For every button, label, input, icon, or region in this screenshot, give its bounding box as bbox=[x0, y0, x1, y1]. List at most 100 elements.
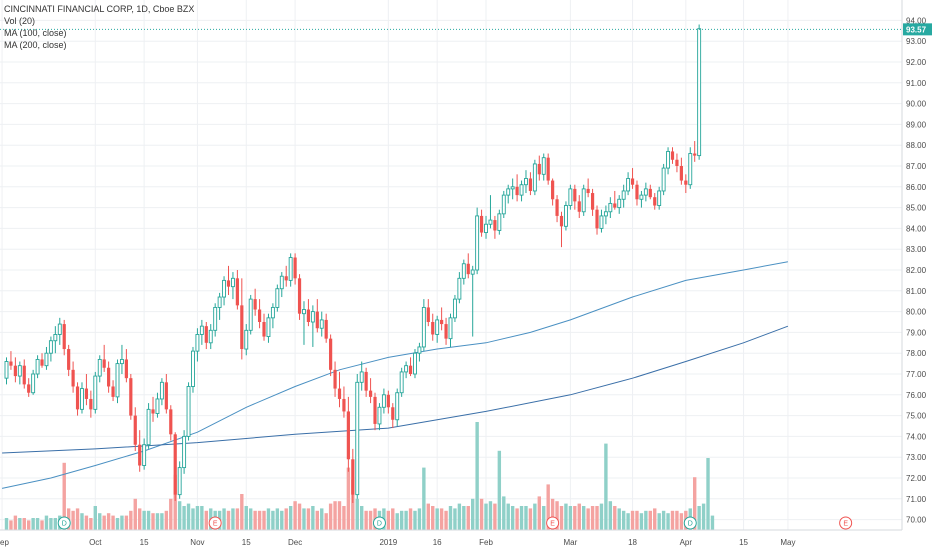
x-tick-label: May bbox=[780, 538, 795, 547]
volume-bar bbox=[173, 474, 177, 530]
volume-bar bbox=[53, 518, 58, 530]
candle-body bbox=[577, 201, 581, 212]
x-tick-label: ep bbox=[0, 538, 9, 547]
volume-bar bbox=[550, 498, 555, 530]
volume-bar bbox=[506, 503, 510, 530]
candle-body bbox=[337, 388, 342, 399]
candle-body bbox=[44, 352, 49, 367]
volume-bar bbox=[98, 513, 102, 530]
candle-body bbox=[22, 365, 26, 385]
candle-body bbox=[630, 178, 635, 185]
candle-body bbox=[457, 277, 462, 300]
candle-body bbox=[186, 386, 191, 437]
volume-bar bbox=[639, 513, 644, 530]
candle-body bbox=[115, 363, 120, 398]
candle-body bbox=[448, 317, 453, 340]
y-tick-label: 81.00 bbox=[906, 287, 927, 296]
volume-bar bbox=[257, 510, 262, 530]
volume-bar bbox=[93, 506, 97, 530]
legend-volume[interactable]: Vol (20) bbox=[4, 16, 36, 26]
candlesticks bbox=[4, 24, 702, 503]
candle-body bbox=[235, 278, 239, 306]
volume-bar bbox=[124, 515, 129, 530]
volume-bar bbox=[293, 501, 297, 530]
legend-ma100[interactable]: MA (100, close) bbox=[4, 28, 67, 38]
candle-body bbox=[230, 277, 235, 288]
y-tick-label: 85.00 bbox=[906, 204, 927, 213]
candle-body bbox=[266, 317, 271, 338]
candle-body bbox=[697, 28, 702, 157]
volume-bar bbox=[288, 506, 293, 530]
volume-bar bbox=[546, 484, 550, 530]
candle-body bbox=[364, 371, 368, 391]
candle-body bbox=[346, 411, 350, 460]
candle-body bbox=[48, 340, 53, 354]
candle-body bbox=[182, 435, 187, 469]
y-tick-label: 73.00 bbox=[906, 453, 927, 462]
y-tick-label: 79.00 bbox=[906, 328, 927, 337]
candle-body bbox=[342, 398, 346, 412]
volume-bar bbox=[515, 508, 519, 530]
candle-body bbox=[466, 263, 470, 275]
candle-body bbox=[284, 276, 288, 281]
volume-bar bbox=[75, 508, 80, 530]
volume-bar bbox=[280, 510, 284, 530]
volume-bar bbox=[457, 503, 462, 530]
candle-body bbox=[107, 367, 111, 387]
candle-body bbox=[395, 392, 400, 421]
candle-body bbox=[408, 365, 413, 374]
legend-ma200[interactable]: MA (200, close) bbox=[4, 40, 67, 50]
candle-body bbox=[586, 188, 590, 194]
candle-body bbox=[404, 365, 409, 373]
volume-bar bbox=[710, 515, 715, 530]
price-axis[interactable]: 70.00 71.00 72.00 73.00 74.00 75.00 76.00 77.00… bbox=[901, 0, 932, 530]
volume-bar bbox=[648, 510, 652, 530]
candle-body bbox=[302, 309, 306, 315]
candle-body bbox=[262, 322, 266, 337]
volume-bar bbox=[577, 503, 581, 530]
volume-bar bbox=[226, 510, 231, 530]
ma200-line bbox=[2, 325, 789, 454]
candle-body bbox=[399, 371, 404, 394]
volume-bar bbox=[266, 508, 271, 530]
volume-bar bbox=[653, 508, 657, 530]
time-axis[interactable]: ep Oct 15 Nov 15 Dec 2019 16 Feb Mar 18 Apr 15 May bbox=[0, 529, 902, 547]
candle-body bbox=[506, 188, 511, 196]
volume-bar bbox=[435, 508, 439, 530]
y-tick-label: 91.00 bbox=[906, 79, 927, 88]
earnings-marker bbox=[208, 516, 222, 530]
candle-body bbox=[603, 211, 608, 217]
x-tick-label: Mar bbox=[563, 538, 577, 547]
candle-body bbox=[519, 184, 524, 196]
candle-body bbox=[257, 309, 262, 322]
candle-body bbox=[315, 311, 319, 329]
volume-bar bbox=[431, 506, 435, 530]
volume-bar bbox=[142, 510, 146, 530]
volume-bar bbox=[306, 508, 311, 530]
legend-symbol[interactable]: CINCINNATI FINANCIAL CORP, 1D, Cboe BZX bbox=[4, 4, 195, 14]
candle-body bbox=[138, 444, 142, 466]
candle-body bbox=[84, 388, 89, 399]
volume-bar bbox=[49, 518, 53, 530]
candle-body bbox=[169, 409, 173, 435]
candle-body bbox=[240, 305, 244, 350]
volume-bar bbox=[626, 513, 630, 530]
candle-body bbox=[159, 381, 164, 400]
volume-bar bbox=[399, 510, 404, 530]
volume-bar bbox=[275, 508, 280, 530]
volume-bar bbox=[138, 508, 142, 530]
volume-bar bbox=[346, 467, 351, 530]
y-tick-label: 90.00 bbox=[906, 100, 927, 109]
volume-bar bbox=[62, 462, 66, 530]
candle-body bbox=[573, 188, 577, 202]
candle-body bbox=[417, 346, 422, 354]
volume-bar bbox=[44, 515, 49, 530]
volume-bar bbox=[555, 501, 559, 530]
volume-bar bbox=[608, 501, 613, 530]
y-tick-label: 83.00 bbox=[906, 245, 927, 254]
candle-body bbox=[684, 180, 688, 185]
volume-bar bbox=[195, 506, 200, 530]
candle-body bbox=[71, 369, 75, 387]
